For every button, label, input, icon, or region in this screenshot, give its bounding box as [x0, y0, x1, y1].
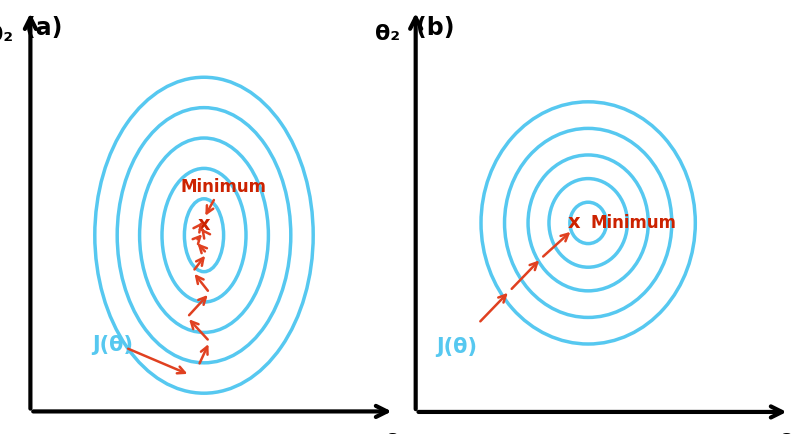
- Text: Minimum: Minimum: [181, 178, 266, 196]
- Text: θ₁: θ₁: [385, 433, 410, 434]
- Text: θ₂: θ₂: [375, 24, 400, 44]
- Text: J(θ): J(θ): [92, 335, 133, 355]
- Text: Minimum: Minimum: [590, 214, 677, 232]
- Text: θ₂: θ₂: [0, 25, 14, 45]
- Text: x: x: [198, 215, 210, 234]
- Text: J(θ): J(θ): [437, 337, 478, 357]
- Text: (b): (b): [416, 16, 454, 40]
- Text: θ: θ: [779, 433, 794, 434]
- Text: (a): (a): [25, 16, 62, 40]
- Text: x: x: [568, 214, 580, 233]
